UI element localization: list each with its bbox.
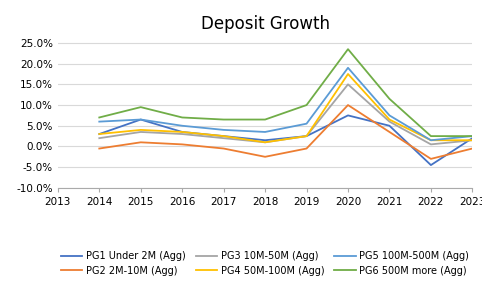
PG5 100M-500M (Agg): [345, 66, 351, 70]
PG3 10M-50M (Agg): [428, 143, 434, 146]
PG6 500M more (Agg): [179, 116, 185, 119]
PG6 500M more (Agg): [304, 103, 309, 107]
PG1 Under 2M (Agg): [469, 136, 475, 140]
PG3 10M-50M (Agg): [179, 132, 185, 136]
Line: PG6 500M more (Agg): PG6 500M more (Agg): [99, 49, 472, 136]
PG2 2M-10M (Agg): [179, 143, 185, 146]
PG3 10M-50M (Agg): [221, 136, 227, 140]
PG1 Under 2M (Agg): [138, 118, 144, 121]
PG5 100M-500M (Agg): [262, 130, 268, 134]
PG6 500M more (Agg): [469, 134, 475, 138]
PG4 50M-100M (Agg): [345, 72, 351, 76]
PG3 10M-50M (Agg): [387, 120, 392, 123]
PG2 2M-10M (Agg): [221, 147, 227, 150]
Title: Deposit Growth: Deposit Growth: [201, 15, 330, 33]
PG4 50M-100M (Agg): [428, 138, 434, 142]
PG5 100M-500M (Agg): [428, 138, 434, 142]
PG6 500M more (Agg): [96, 116, 102, 119]
PG1 Under 2M (Agg): [221, 134, 227, 138]
PG6 500M more (Agg): [345, 47, 351, 51]
PG3 10M-50M (Agg): [469, 138, 475, 142]
PG5 100M-500M (Agg): [469, 134, 475, 138]
PG4 50M-100M (Agg): [96, 132, 102, 136]
PG2 2M-10M (Agg): [345, 103, 351, 107]
Line: PG2 2M-10M (Agg): PG2 2M-10M (Agg): [99, 105, 472, 159]
Line: PG5 100M-500M (Agg): PG5 100M-500M (Agg): [99, 68, 472, 140]
PG1 Under 2M (Agg): [304, 134, 309, 138]
PG5 100M-500M (Agg): [179, 124, 185, 127]
PG2 2M-10M (Agg): [428, 157, 434, 161]
PG3 10M-50M (Agg): [96, 136, 102, 140]
Line: PG3 10M-50M (Agg): PG3 10M-50M (Agg): [99, 84, 472, 144]
PG4 50M-100M (Agg): [304, 134, 309, 138]
PG6 500M more (Agg): [221, 118, 227, 121]
Line: PG4 50M-100M (Agg): PG4 50M-100M (Agg): [99, 74, 472, 142]
PG3 10M-50M (Agg): [262, 140, 268, 144]
PG4 50M-100M (Agg): [138, 128, 144, 131]
PG2 2M-10M (Agg): [387, 130, 392, 134]
PG4 50M-100M (Agg): [387, 118, 392, 121]
PG2 2M-10M (Agg): [96, 147, 102, 150]
PG3 10M-50M (Agg): [345, 83, 351, 86]
PG2 2M-10M (Agg): [469, 147, 475, 150]
PG1 Under 2M (Agg): [428, 163, 434, 167]
PG6 500M more (Agg): [387, 97, 392, 101]
PG6 500M more (Agg): [428, 134, 434, 138]
PG6 500M more (Agg): [262, 118, 268, 121]
PG5 100M-500M (Agg): [304, 122, 309, 125]
PG1 Under 2M (Agg): [387, 124, 392, 127]
PG6 500M more (Agg): [138, 105, 144, 109]
PG4 50M-100M (Agg): [469, 138, 475, 142]
PG5 100M-500M (Agg): [96, 120, 102, 123]
PG5 100M-500M (Agg): [221, 128, 227, 131]
PG2 2M-10M (Agg): [138, 140, 144, 144]
PG1 Under 2M (Agg): [345, 114, 351, 117]
PG3 10M-50M (Agg): [304, 134, 309, 138]
PG5 100M-500M (Agg): [387, 114, 392, 117]
PG4 50M-100M (Agg): [262, 140, 268, 144]
PG2 2M-10M (Agg): [262, 155, 268, 159]
PG4 50M-100M (Agg): [221, 134, 227, 138]
PG1 Under 2M (Agg): [262, 138, 268, 142]
PG1 Under 2M (Agg): [96, 132, 102, 136]
Line: PG1 Under 2M (Agg): PG1 Under 2M (Agg): [99, 115, 472, 165]
PG1 Under 2M (Agg): [179, 130, 185, 134]
PG3 10M-50M (Agg): [138, 130, 144, 134]
PG5 100M-500M (Agg): [138, 118, 144, 121]
PG4 50M-100M (Agg): [179, 130, 185, 134]
Legend: PG1 Under 2M (Agg), PG2 2M-10M (Agg), PG3 10M-50M (Agg), PG4 50M-100M (Agg), PG5: PG1 Under 2M (Agg), PG2 2M-10M (Agg), PG…: [61, 251, 469, 276]
PG2 2M-10M (Agg): [304, 147, 309, 150]
